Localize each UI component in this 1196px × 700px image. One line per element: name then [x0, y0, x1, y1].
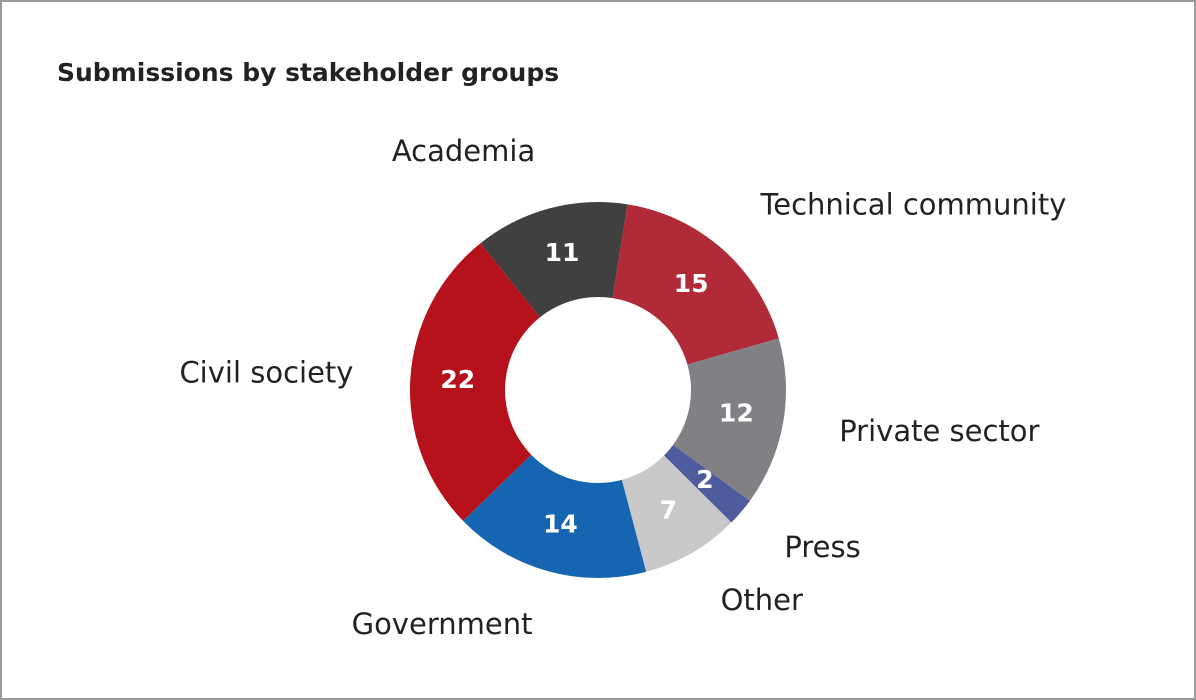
- value-label: 15: [674, 269, 709, 298]
- category-label: Private sector: [839, 414, 1039, 448]
- donut-slice: [612, 204, 779, 365]
- value-label: 2: [696, 465, 713, 494]
- chart-title: Submissions by stakeholder groups: [57, 58, 559, 87]
- donut-slice: [409, 243, 540, 521]
- category-label: Other: [721, 583, 803, 617]
- category-label: Press: [784, 530, 860, 564]
- value-label: 22: [440, 365, 475, 394]
- donut-slice: [480, 202, 628, 318]
- category-label: Academia: [392, 134, 535, 168]
- value-label: 14: [543, 509, 578, 538]
- donut-slice: [673, 338, 786, 501]
- category-label: Civil society: [179, 356, 353, 390]
- donut-slice: [463, 454, 647, 578]
- donut-slice: [663, 444, 750, 523]
- value-label: 7: [660, 496, 677, 525]
- donut-slice: [621, 455, 732, 572]
- value-label: 12: [719, 399, 754, 428]
- category-label: Technical community: [759, 188, 1066, 222]
- category-label: Government: [352, 607, 533, 641]
- value-label: 11: [545, 238, 580, 267]
